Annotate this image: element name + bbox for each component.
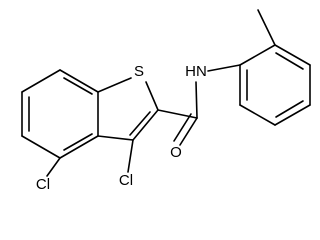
structure: S HN O Cl Cl — [21, 9, 311, 193]
page: S HN O Cl Cl (() => { const data = JSON.… — [21, 9, 311, 193]
atom-label: Cl — [119, 172, 133, 189]
bonds — [21, 9, 311, 177]
atom-label: HN — [185, 63, 207, 80]
atom-label: O — [170, 144, 182, 161]
atom-label: S — [134, 63, 144, 80]
atom-label: Cl — [36, 176, 50, 193]
